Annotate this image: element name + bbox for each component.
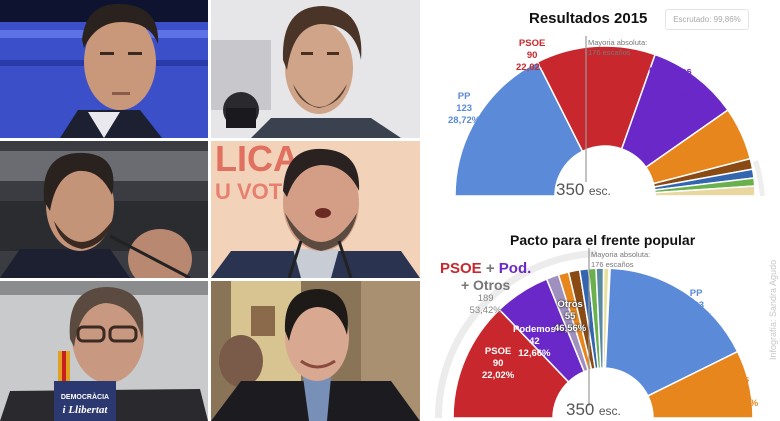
label-otros: Otros 55 46,56% (554, 299, 587, 334)
coalition-summary: PSOE + Pod. + Otros 189 53,42% (440, 260, 532, 316)
hemicycle-results-2015 (454, 36, 765, 197)
photo-candidate-6 (211, 281, 420, 421)
svg-text:LICA: LICA (215, 141, 299, 179)
svg-text:i Llibertat: i Llibertat (63, 404, 109, 416)
majority-label: Mayoria absoluta: 176 escaños (591, 250, 651, 269)
seg-minor-4 (654, 185, 756, 197)
svg-text:U VOT: U VOT (215, 179, 283, 204)
seg-pp (454, 60, 584, 197)
hemicycle-popular-front (434, 248, 754, 419)
label-psoe: PSOE 90 22,02% (482, 346, 515, 381)
label-pp: PP 123 28,72% (680, 288, 713, 323)
total-seats: 350 esc. (556, 180, 611, 199)
seg-psoe (536, 45, 657, 153)
majority-label: Mayoria absoluta: 176 escaños (588, 38, 648, 57)
photo-grid: LICA U VOT DEMOCRÀCIA i Llibertat (0, 0, 420, 421)
chart-title: Pacto para el frente popular (510, 232, 696, 248)
photo-candidate-3 (0, 141, 208, 278)
seg-cs (646, 350, 754, 419)
infographic-credit: Infografía: Sandra Agudo (768, 259, 778, 360)
label-pp: PP 123 28,72% (448, 91, 481, 126)
total-seats: 350 esc. (566, 400, 621, 419)
photo-candidate-2 (211, 0, 420, 138)
label-cs: C's 40 13,93% (708, 118, 741, 153)
photo-candidate-4: LICA U VOT (211, 141, 420, 278)
label-podemos: Podemos 69 20,66% (649, 66, 692, 101)
seg-psoe (452, 308, 570, 419)
chart-popular-front-pact: Pacto para el frente popular Mayoria abs… (420, 210, 780, 421)
photo-candidate-1 (0, 0, 208, 138)
label-psoe: PSOE 90 22,02% (516, 38, 549, 73)
label-cs: C's 40 13,93% (726, 374, 759, 409)
seg-pp (604, 267, 739, 397)
chart-results-2015: Resultados 2015 Escrutado: 99,86% Mayori… (420, 0, 780, 210)
label-podemos: Podemos 42 12,66% (513, 324, 556, 359)
svg-text:DEMOCRÀCIA: DEMOCRÀCIA (61, 392, 109, 401)
chart-title: Resultados 2015 (529, 10, 648, 27)
counted-badge: Escrutado: 99,86% (665, 9, 749, 30)
photo-candidate-5: DEMOCRÀCIA i Llibertat (0, 281, 208, 421)
